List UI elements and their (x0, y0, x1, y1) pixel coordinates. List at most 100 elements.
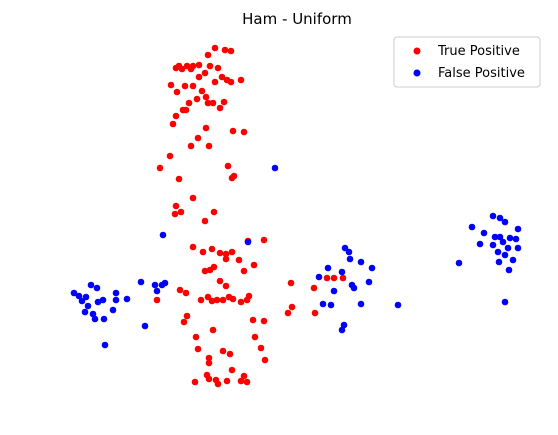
point-false-positive (365, 278, 373, 286)
point-false-positive (75, 292, 83, 300)
point-true-positive (208, 245, 216, 253)
point-true-positive (192, 333, 200, 341)
point-true-positive (228, 174, 236, 182)
point-false-positive (330, 287, 338, 295)
legend-frame (393, 36, 541, 88)
chart-title: Ham - Uniform (242, 10, 352, 28)
point-true-positive (197, 296, 205, 304)
point-true-positive (182, 289, 190, 297)
point-true-positive (201, 217, 209, 225)
point-true-positive (229, 127, 237, 135)
legend-marker-true-positive (413, 47, 421, 55)
point-true-positive (251, 333, 259, 341)
legend-label-true-positive: True Positive (437, 44, 520, 59)
point-true-positive (222, 255, 230, 263)
point-false-positive (455, 259, 463, 267)
point-true-positive (208, 297, 216, 305)
point-false-positive (141, 322, 149, 330)
point-false-positive (340, 321, 348, 329)
point-false-positive (271, 164, 279, 172)
point-false-positive (512, 235, 520, 243)
point-true-positive (222, 282, 230, 290)
point-true-positive (219, 296, 227, 304)
point-true-positive (182, 106, 190, 114)
point-true-positive (214, 64, 222, 72)
point-false-positive (319, 300, 327, 308)
point-true-positive (227, 47, 235, 55)
point-false-positive (514, 244, 522, 252)
point-true-positive (153, 296, 161, 304)
point-false-positive (368, 264, 376, 272)
points-layer (70, 44, 522, 388)
point-false-positive (89, 310, 97, 318)
point-true-positive (169, 120, 177, 128)
point-false-positive (327, 301, 335, 309)
point-true-positive (205, 375, 213, 383)
point-false-positive (509, 256, 517, 264)
point-true-positive (288, 303, 296, 311)
point-false-positive (504, 244, 512, 252)
point-true-positive (216, 249, 224, 257)
point-true-positive (211, 44, 219, 52)
point-true-positive (189, 82, 197, 90)
point-true-positive (250, 261, 258, 269)
point-false-positive (87, 281, 95, 289)
point-false-positive (137, 278, 145, 286)
point-true-positive (223, 377, 231, 385)
point-true-positive (228, 248, 236, 256)
point-true-positive (181, 82, 189, 90)
point-false-positive (495, 258, 503, 266)
point-false-positive (91, 315, 99, 323)
point-false-positive (480, 229, 488, 237)
point-false-positive (505, 266, 513, 274)
point-true-positive (311, 309, 319, 317)
point-true-positive (216, 104, 224, 112)
point-false-positive (338, 268, 346, 276)
point-false-positive (496, 214, 504, 222)
series-true-positive (153, 44, 347, 388)
point-false-positive (315, 273, 323, 281)
point-false-positive (112, 296, 120, 304)
series-false-positive (70, 164, 522, 349)
point-true-positive (209, 326, 217, 334)
point-true-positive (211, 78, 219, 86)
point-true-positive (224, 162, 232, 170)
point-true-positive (323, 274, 331, 282)
point-true-positive (206, 266, 214, 274)
point-true-positive (202, 93, 210, 101)
point-true-positive (187, 142, 195, 150)
point-false-positive (514, 225, 522, 233)
point-false-positive (93, 284, 101, 292)
point-false-positive (109, 306, 117, 314)
point-true-positive (194, 134, 202, 142)
point-true-positive (171, 210, 179, 218)
point-true-positive (204, 293, 212, 301)
point-false-positive (81, 308, 89, 316)
point-true-positive (193, 95, 201, 103)
point-true-positive (339, 274, 347, 282)
point-true-positive (310, 284, 318, 292)
point-false-positive (345, 248, 353, 256)
point-true-positive (213, 296, 221, 304)
point-true-positive (229, 295, 237, 303)
point-true-positive (284, 309, 292, 317)
point-true-positive (260, 236, 268, 244)
point-true-positive (185, 99, 193, 107)
point-true-positive (240, 128, 248, 136)
point-false-positive (341, 244, 349, 252)
point-true-positive (187, 65, 195, 73)
point-true-positive (183, 312, 191, 320)
point-true-positive (198, 87, 206, 95)
point-true-positive (202, 124, 210, 132)
point-false-positive (112, 289, 120, 297)
point-false-positive (324, 264, 332, 272)
point-true-positive (205, 354, 213, 362)
point-true-positive (221, 46, 229, 54)
point-false-positive (489, 241, 497, 249)
point-true-positive (243, 378, 251, 386)
point-true-positive (235, 256, 243, 264)
point-false-positive (123, 295, 131, 303)
point-false-positive (100, 315, 108, 323)
point-false-positive (501, 218, 509, 226)
point-true-positive (205, 359, 213, 367)
